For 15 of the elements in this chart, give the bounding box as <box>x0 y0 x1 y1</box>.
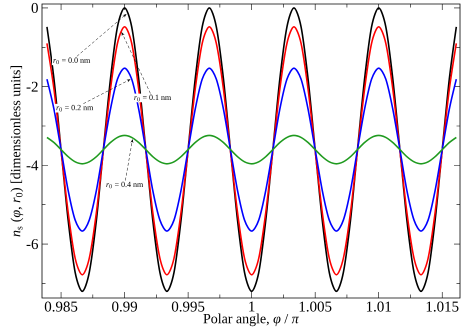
y-tick-label: 0 <box>32 2 38 13</box>
x-tick-label: 1.015 <box>426 302 458 312</box>
line-series <box>46 67 458 232</box>
y-axis-title: n$_{s}$ (φ, r$_{0}$) [dimensionless units] <box>10 66 24 237</box>
x-tick-label: 1.01 <box>366 302 391 312</box>
x-tick-label: 0.985 <box>44 302 78 312</box>
y-tick-label: -4 <box>26 160 38 170</box>
x-tick-label: 0.995 <box>172 302 204 312</box>
y-tick-label: -2 <box>26 82 38 92</box>
x-tick-label: 1 <box>249 302 254 312</box>
x-tick-label: 0.99 <box>112 302 138 312</box>
x-tick-label: 1.005 <box>300 302 332 312</box>
line-series <box>46 134 458 165</box>
x-axis-title: Polar angle, φ / π <box>203 314 299 326</box>
y-tick-label: -6 <box>26 239 38 250</box>
